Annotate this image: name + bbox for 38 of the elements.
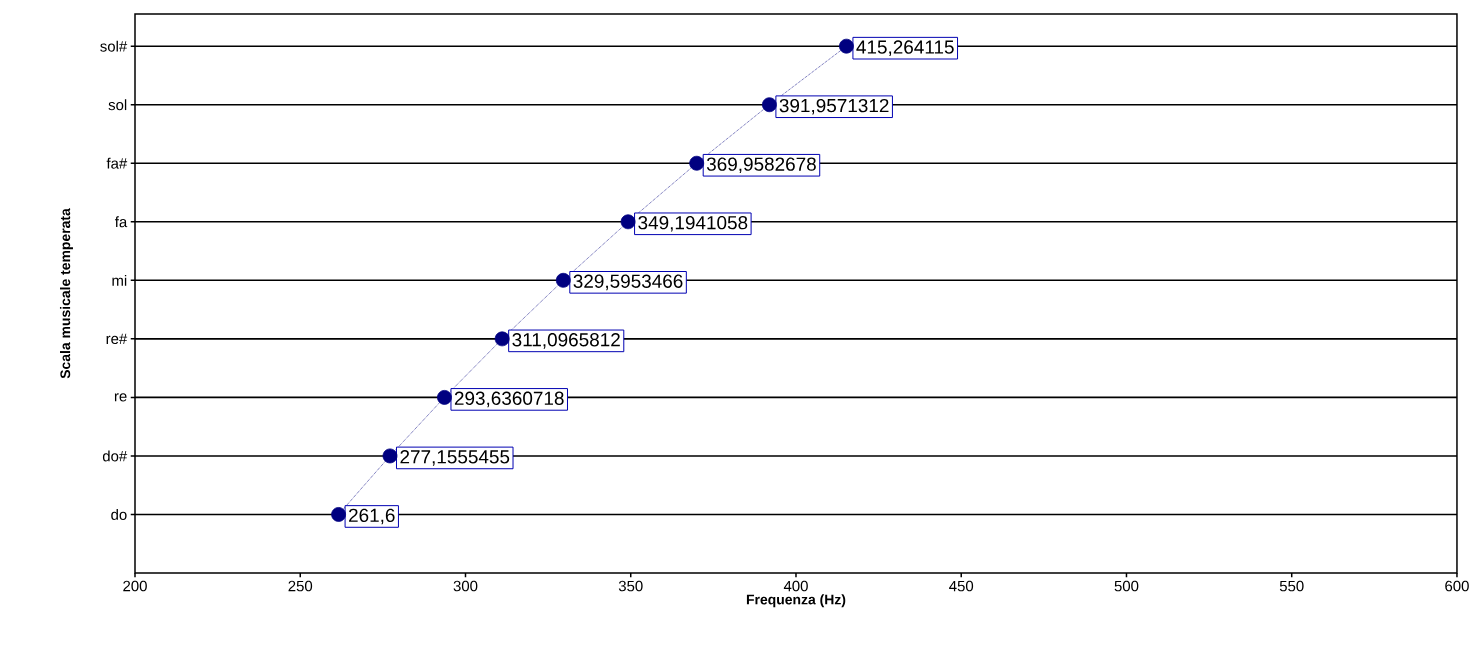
- point: [839, 38, 854, 54]
- point: [555, 272, 571, 288]
- data-label: 329,5953466: [573, 274, 683, 291]
- data-label: 391,9571312: [779, 98, 889, 115]
- y-tick-label: fa#: [106, 157, 128, 169]
- data-label: 311,0965812: [512, 333, 620, 349]
- x-tick-label: 300: [453, 580, 478, 592]
- data-label: 293,6360718: [454, 391, 564, 408]
- data-label: 415,264115: [856, 40, 954, 56]
- x-tick-label: 600: [1445, 580, 1469, 592]
- x-tick-label: 550: [1279, 580, 1304, 592]
- x-tick-label: 350: [618, 580, 643, 592]
- y-axis-title: Scala musicale temperata: [59, 208, 73, 379]
- y-tick-label: mi: [112, 274, 127, 286]
- data-label: 369,9582678: [706, 157, 816, 174]
- x-axis-title: Frequenza (Hz): [746, 594, 846, 608]
- x-tick-label: 450: [949, 580, 974, 592]
- data-label: 277,1555455: [400, 450, 510, 466]
- point: [382, 448, 398, 464]
- point: [689, 155, 705, 171]
- y-tick-label: re#: [106, 333, 128, 345]
- data-label: 349,1941058: [638, 215, 748, 232]
- point: [331, 507, 346, 522]
- x-tick-label: 500: [1114, 580, 1139, 592]
- point: [620, 214, 636, 230]
- data-label: 261,6: [349, 508, 395, 525]
- y-tick-label: do#: [102, 450, 128, 462]
- point: [762, 97, 777, 113]
- y-tick-label: re: [114, 393, 127, 402]
- y-tick-label: do: [111, 508, 127, 520]
- y-tick-label: sol: [108, 99, 127, 111]
- point: [494, 331, 510, 347]
- x-tick-label: 250: [288, 580, 313, 592]
- x-tick-label: 400: [783, 580, 808, 592]
- x-tick-label: 200: [123, 580, 147, 592]
- y-tick-label: sol#: [100, 40, 128, 52]
- y-tick-label: fa: [114, 216, 128, 228]
- point: [437, 389, 452, 405]
